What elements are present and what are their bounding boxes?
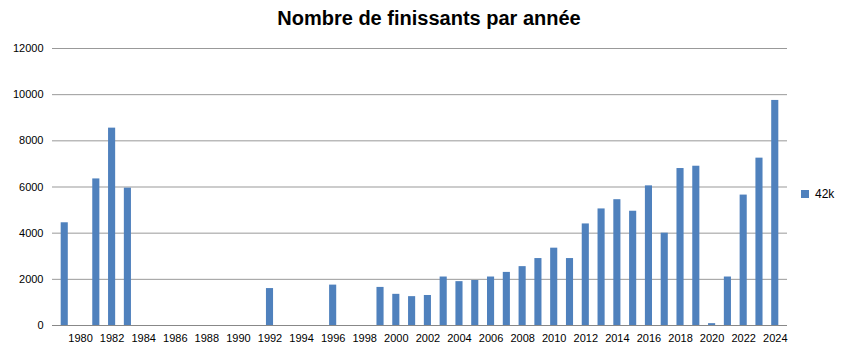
svg-text:1984: 1984 <box>131 332 155 344</box>
svg-text:1996: 1996 <box>321 332 345 344</box>
svg-text:1986: 1986 <box>163 332 187 344</box>
svg-text:1992: 1992 <box>258 332 282 344</box>
svg-text:4000: 4000 <box>19 227 43 239</box>
svg-text:1994: 1994 <box>289 332 313 344</box>
svg-text:2006: 2006 <box>479 332 503 344</box>
svg-text:1980: 1980 <box>68 332 92 344</box>
html-text:42k: 42k <box>815 186 835 201</box>
svg-text:2010: 2010 <box>542 332 566 344</box>
svg-text:2000: 2000 <box>384 332 408 344</box>
svg-text:2020: 2020 <box>700 332 724 344</box>
svg-text:2012: 2012 <box>574 332 598 344</box>
svg-text:0: 0 <box>37 319 43 331</box>
svg-text:2000: 2000 <box>19 273 43 285</box>
svg-text:1990: 1990 <box>226 332 250 344</box>
svg-text:2016: 2016 <box>637 332 661 344</box>
svg-text:2014: 2014 <box>605 332 629 344</box>
svg-text:2022: 2022 <box>731 332 755 344</box>
svg-text:1982: 1982 <box>100 332 124 344</box>
svg-text:12000: 12000 <box>13 42 44 54</box>
html-text:Nombre de finissants par année: Nombre de finissants par année <box>277 7 581 29</box>
svg-text:1998: 1998 <box>352 332 376 344</box>
svg-text:10000: 10000 <box>13 88 44 100</box>
svg-text:2004: 2004 <box>447 332 471 344</box>
svg-text:2002: 2002 <box>416 332 440 344</box>
svg-text:2018: 2018 <box>668 332 692 344</box>
svg-text:8000: 8000 <box>19 134 43 146</box>
svg-text:2008: 2008 <box>510 332 534 344</box>
svg-text:2024: 2024 <box>763 332 787 344</box>
svg-text:6000: 6000 <box>19 181 43 193</box>
svg-text:1988: 1988 <box>195 332 219 344</box>
